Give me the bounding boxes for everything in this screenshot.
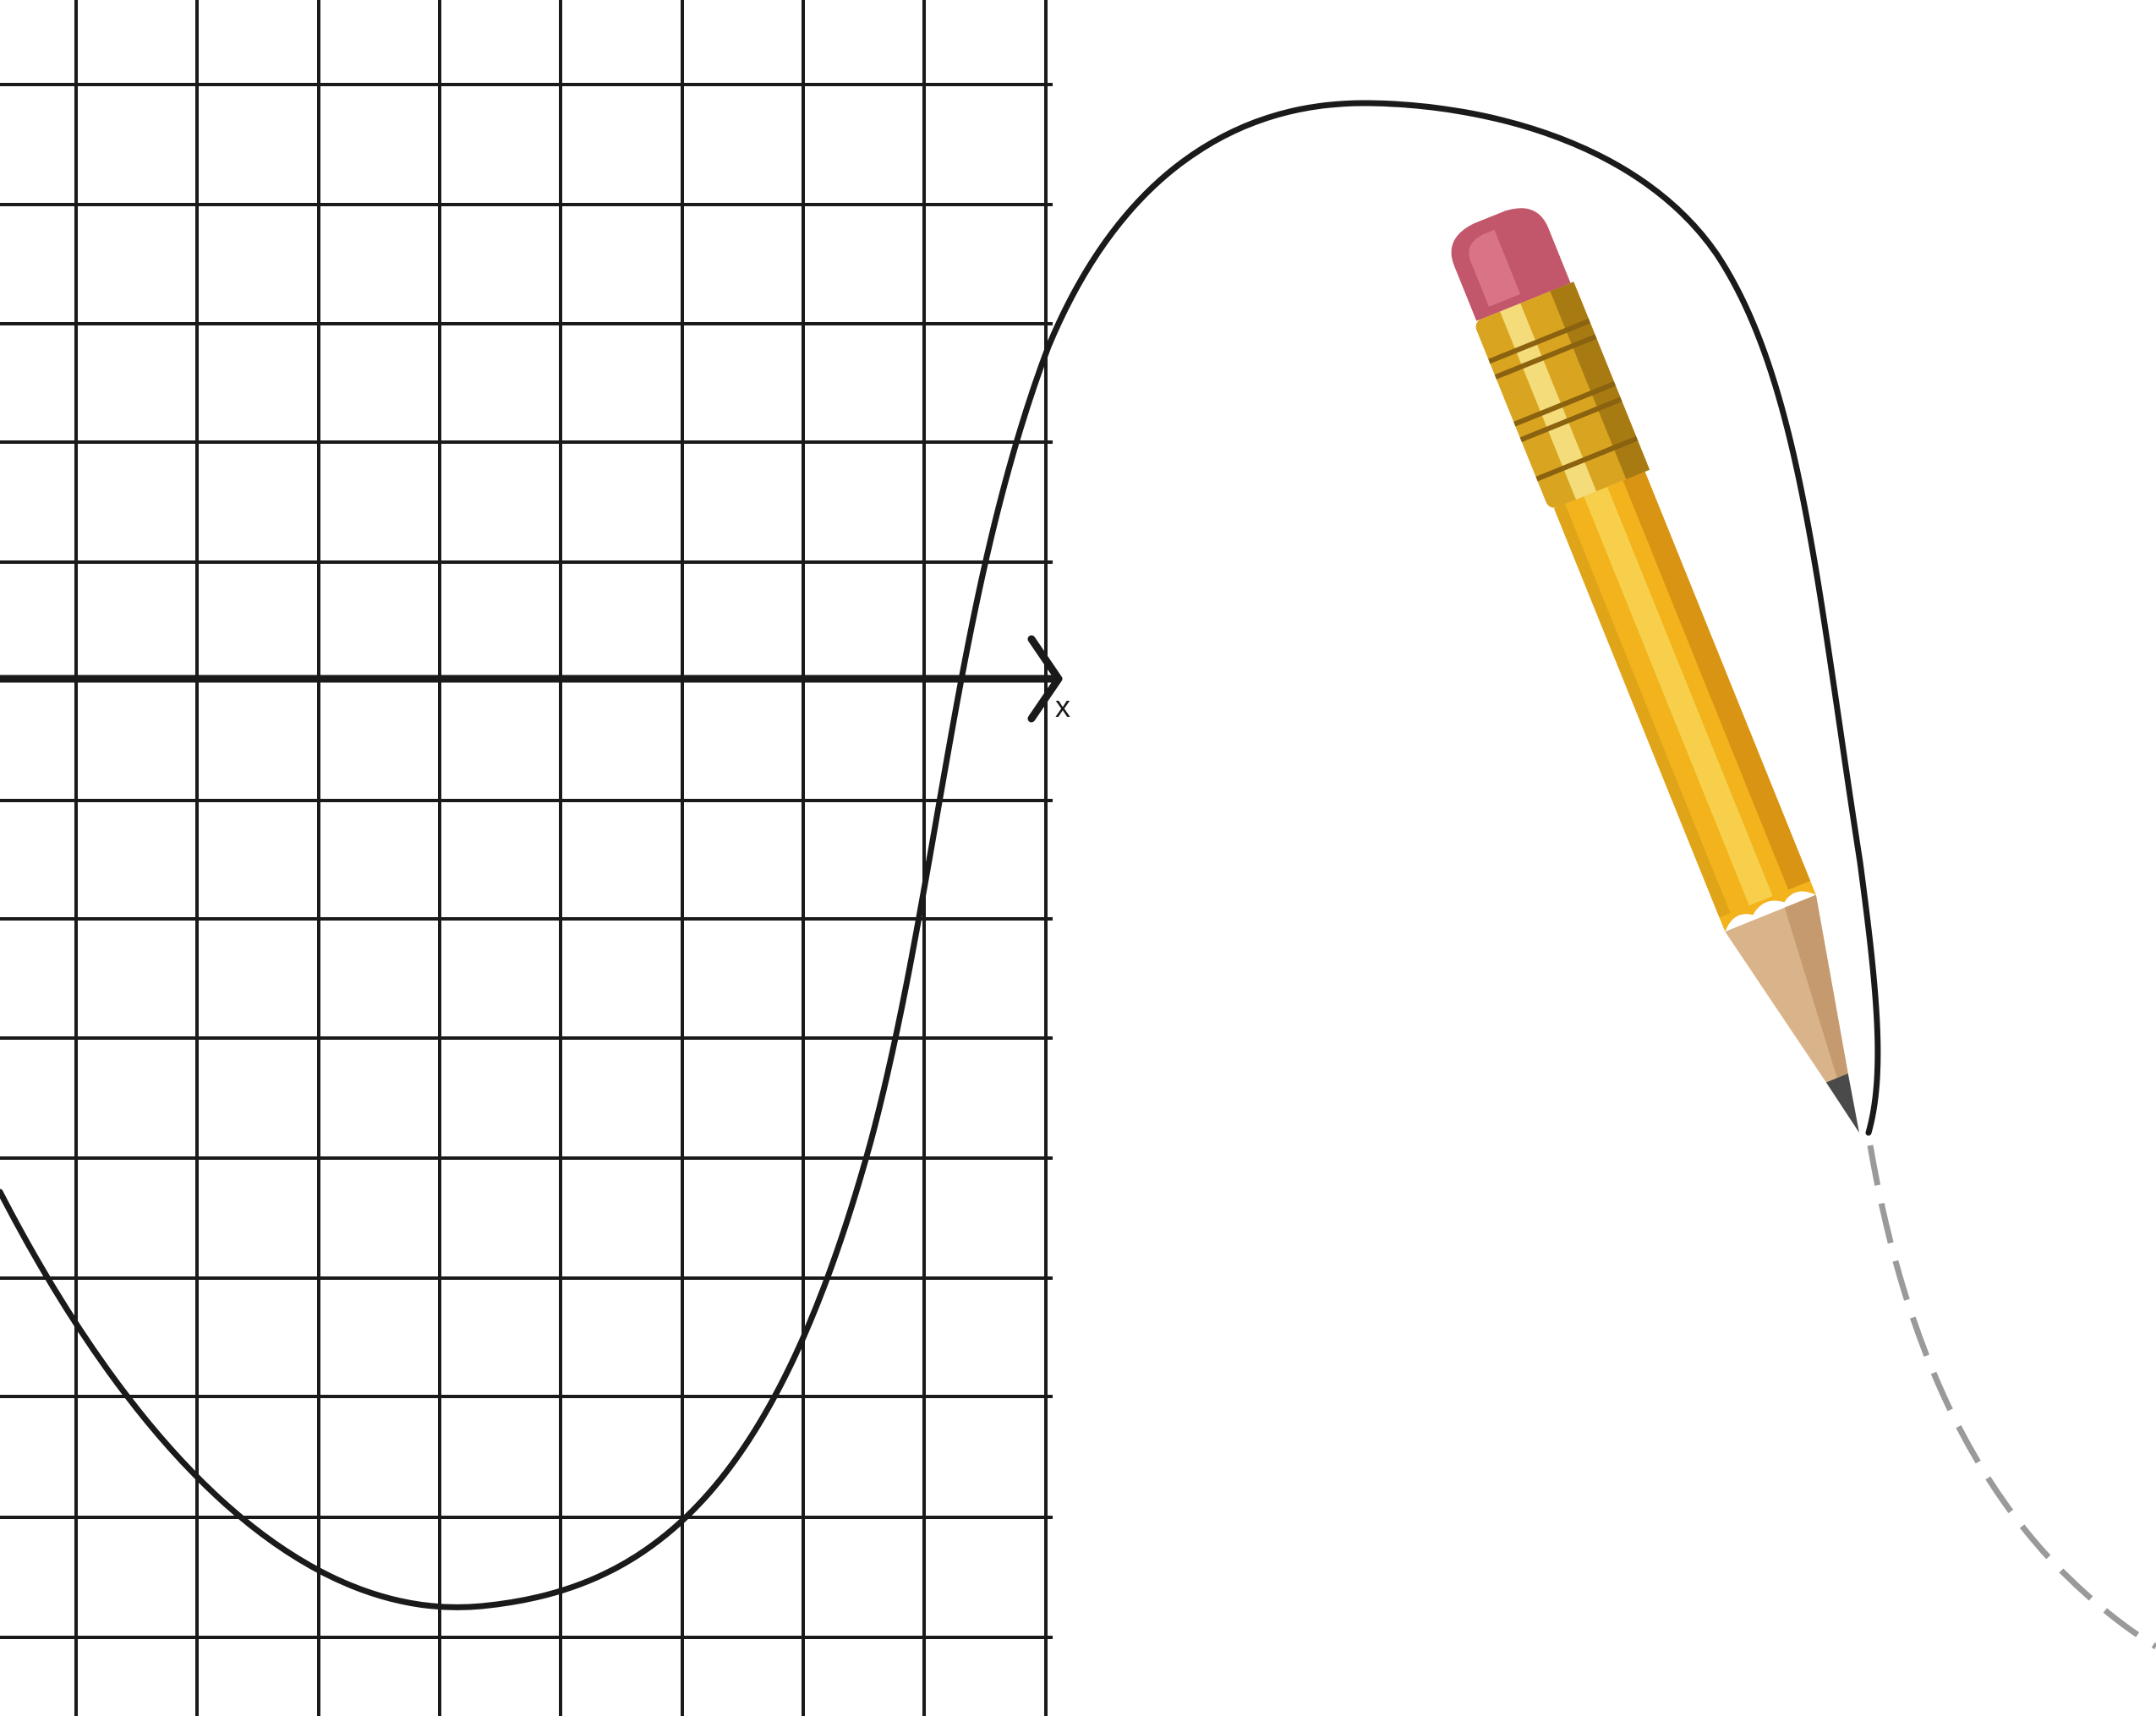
- pencil-illustration: [1451, 208, 1859, 1133]
- pencil-paint-edge: [1718, 879, 1816, 932]
- pencil-eraser-highlight: [1469, 229, 1521, 307]
- drawn-wave-curve: [0, 100, 1881, 1610]
- pencil-wood-cone-shade: [1784, 894, 1848, 1079]
- projected-wave-curve: [1867, 1145, 2156, 1650]
- pencil-body-facet-light: [1584, 486, 1773, 906]
- x-axis-label: x: [1055, 689, 1070, 724]
- pencil-ferrule-ridges: [1488, 318, 1639, 482]
- x-axis-arrowhead: [1027, 635, 1063, 723]
- pencil-ferrule-shadow: [1550, 281, 1650, 479]
- graph-paper-grid: [0, 0, 1053, 1716]
- pencil-lead-tip: [1825, 1073, 1859, 1133]
- x-axis: [0, 635, 1063, 723]
- pencil-body-facet-dark: [1622, 471, 1811, 890]
- pencil-ferrule-highlight: [1500, 303, 1597, 500]
- pencil-body-facet-left: [1554, 504, 1731, 918]
